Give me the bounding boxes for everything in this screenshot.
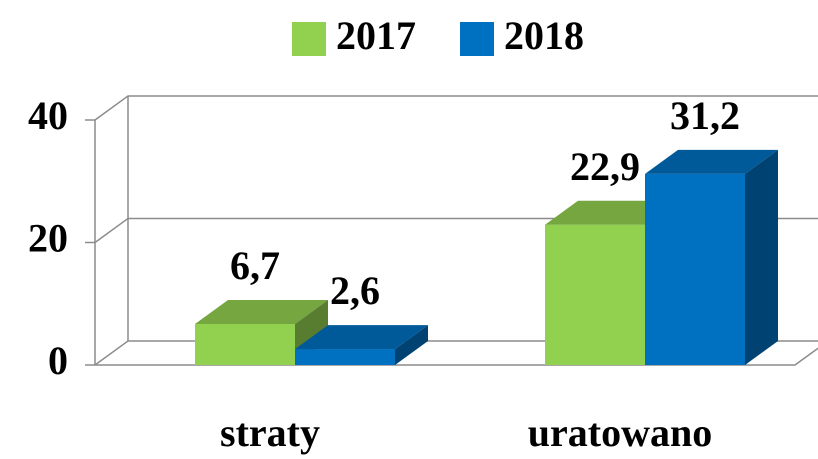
bar-front (195, 323, 295, 365)
value-label: 2,6 (330, 268, 380, 313)
legend-swatch (292, 22, 326, 56)
bar-top (295, 325, 428, 350)
grid-line (94, 95, 818, 121)
x-tick-label: straty (220, 410, 320, 455)
x-tick-label: uratowano (528, 410, 712, 455)
y-tick-label: 0 (48, 338, 68, 383)
value-label: 31,2 (670, 93, 740, 138)
bar-top (545, 200, 678, 225)
legend-label: 2017 (336, 13, 416, 58)
bar-top (195, 299, 328, 324)
value-label: 22,9 (570, 144, 640, 189)
bar-front (545, 224, 645, 365)
y-tick-label: 20 (28, 216, 68, 261)
bar-top (645, 149, 778, 174)
y-tick-label: 40 (28, 93, 68, 138)
bar-side (395, 325, 428, 365)
bar-front (645, 173, 745, 365)
value-label: 6,7 (230, 243, 280, 288)
bar-front (295, 349, 395, 365)
bar-side (745, 149, 778, 365)
legend-label: 2018 (504, 13, 584, 58)
legend-swatch (460, 22, 494, 56)
